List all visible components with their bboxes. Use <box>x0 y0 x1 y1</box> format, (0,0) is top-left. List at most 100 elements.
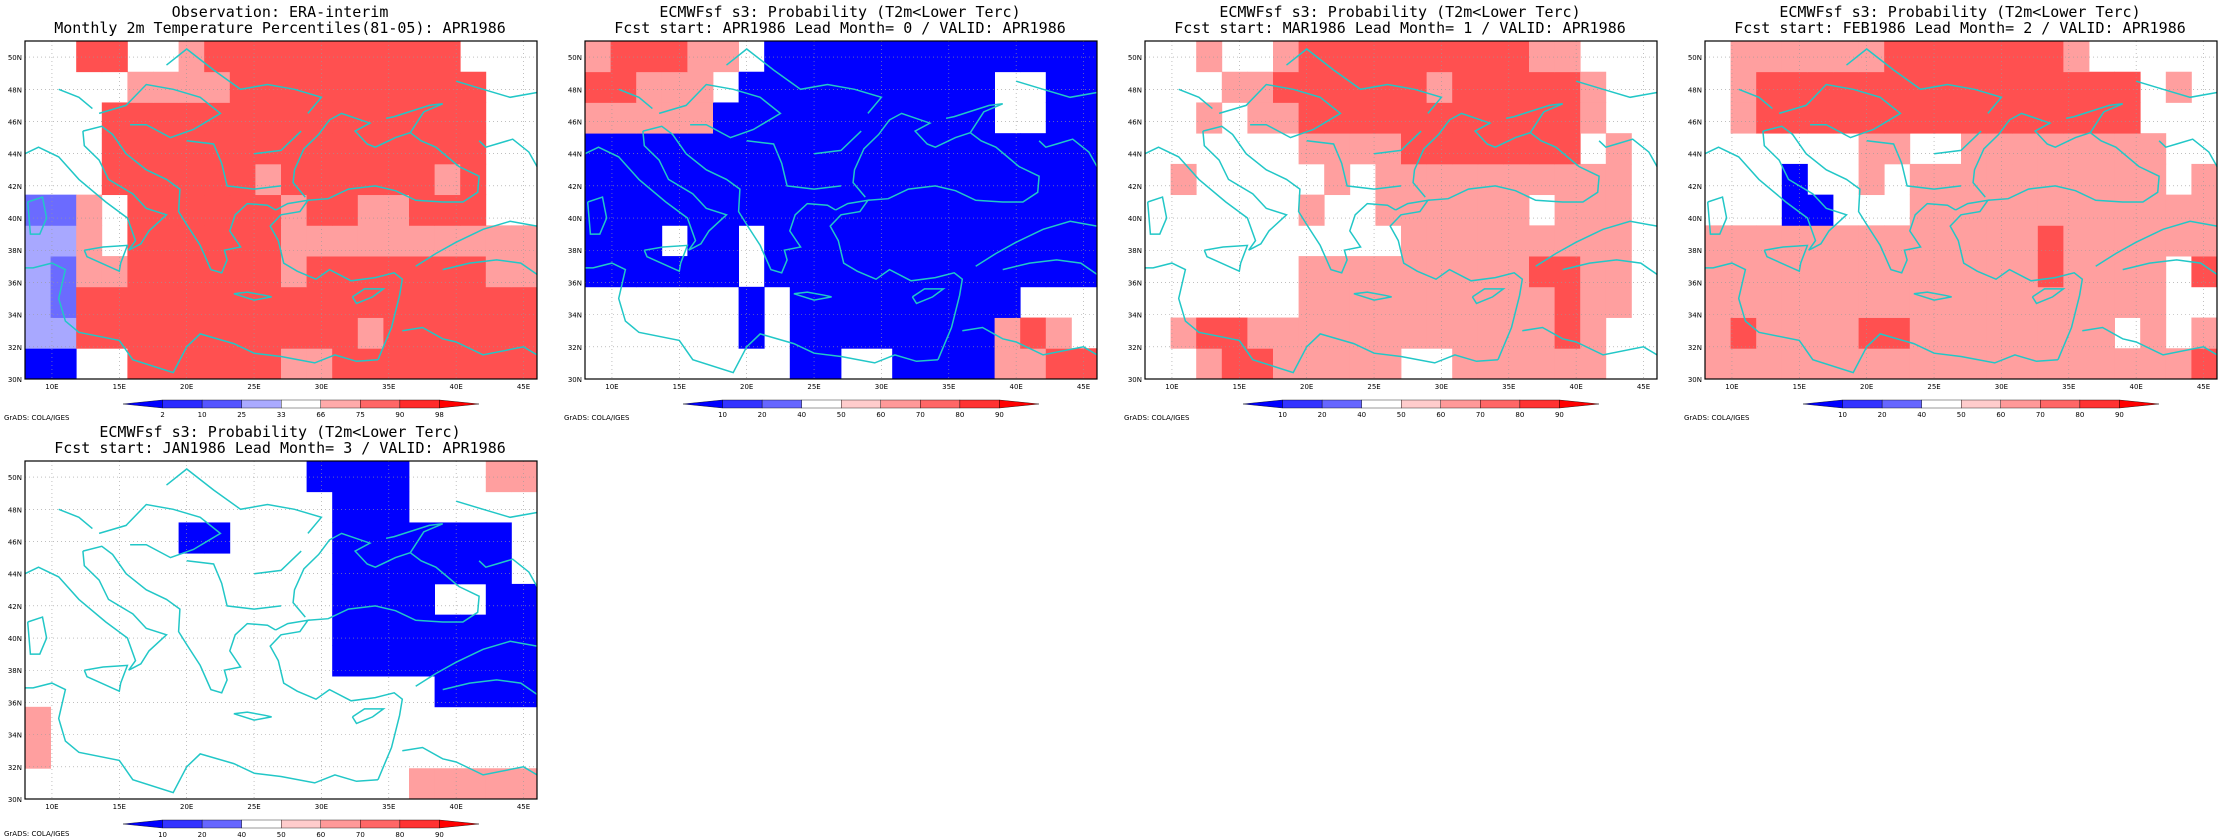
colorbar-label: 50 <box>837 411 846 419</box>
grid-cell <box>610 41 637 73</box>
colorbar-cell <box>320 399 361 409</box>
grid-cell <box>127 317 154 349</box>
grid-cell <box>1426 102 1453 134</box>
grid-cell <box>409 71 435 103</box>
grid-cell <box>1935 102 1962 134</box>
grid-cell <box>255 225 282 257</box>
colorbar-cell <box>999 399 1040 409</box>
grid-cell <box>1807 41 1834 73</box>
colorbar-cell <box>1559 399 1600 409</box>
grid-cell <box>357 41 384 73</box>
grid-cell <box>815 348 842 380</box>
grid-cell <box>1045 163 1072 196</box>
grid-cells <box>585 41 1098 380</box>
grid-cell <box>255 348 282 380</box>
grid-cell <box>460 286 487 318</box>
grid-cell <box>2063 133 2090 165</box>
grid-cells <box>1170 41 1632 380</box>
grid-cell <box>636 163 663 196</box>
grid-cell <box>1071 102 1098 134</box>
grid-cell <box>2063 286 2090 318</box>
grid-cell <box>1986 225 2013 257</box>
grid-cell <box>101 102 128 134</box>
grid-cell <box>1503 133 1530 165</box>
grid-cells <box>1705 41 2218 380</box>
grid-cell <box>815 286 842 318</box>
grid-cell <box>383 317 410 349</box>
grid-cell <box>994 163 1021 196</box>
grid-cell <box>1298 133 1325 165</box>
grid-cell <box>1503 225 1530 257</box>
lon-label: 35E <box>382 383 395 391</box>
grid-cell <box>204 225 231 257</box>
grid-cell <box>281 194 307 226</box>
grid-cell <box>1884 71 1911 103</box>
grid-cell <box>1961 286 1987 318</box>
coastline <box>442 259 538 276</box>
grid-cell <box>713 41 739 73</box>
grid-cell <box>1756 286 1783 318</box>
grid-cell <box>460 348 487 380</box>
grid-cell <box>204 133 231 165</box>
coastline <box>658 83 782 139</box>
grid-cell <box>1529 133 1555 165</box>
lat-label: 38N <box>568 247 582 255</box>
grid-cell <box>1961 256 1987 288</box>
grid-cell <box>332 286 359 318</box>
grid-cell <box>1529 163 1555 196</box>
grid-cell <box>2012 317 2039 349</box>
grid-cell <box>229 163 256 196</box>
grid-cell <box>866 317 893 349</box>
grid-cell <box>178 225 205 257</box>
grid-cell <box>1605 194 1632 226</box>
coastline <box>233 711 272 721</box>
grid-cell <box>1426 286 1453 318</box>
grid-cell <box>1273 348 1299 380</box>
grid-cell <box>511 583 538 616</box>
grid-cell <box>1045 102 1072 134</box>
grid-cell <box>1426 41 1453 73</box>
grid-cell <box>1452 256 1479 288</box>
grid-cell <box>101 163 128 196</box>
grid-cell <box>511 317 538 349</box>
lon-label: 20E <box>180 383 193 391</box>
coastline <box>1306 140 1402 190</box>
lon-label: 10E <box>45 383 58 391</box>
grid-cell <box>1298 102 1325 134</box>
grid-cell <box>2089 71 2115 103</box>
grid-cell <box>1170 163 1197 196</box>
grid-cell <box>25 225 51 257</box>
colorbar-cell <box>1921 399 1962 409</box>
grid-cell <box>357 348 384 380</box>
grid-cell <box>1221 348 1248 380</box>
grid-cell <box>229 194 256 226</box>
coastline <box>24 131 168 251</box>
grid-cell <box>204 71 231 103</box>
grid-cell <box>127 133 154 165</box>
colorbar-cell <box>1321 399 1362 409</box>
grid-cell <box>127 102 154 134</box>
grid-cell <box>1349 256 1376 288</box>
grid-cell <box>1045 133 1072 165</box>
grid-cell <box>892 256 919 288</box>
lat-label: 34N <box>8 312 22 320</box>
colorbar-label: 80 <box>955 411 964 419</box>
grid-cell <box>1730 317 1757 349</box>
grid-cell <box>1324 133 1351 165</box>
grid-cell <box>434 256 461 288</box>
colorbar-cell <box>2119 399 2160 409</box>
grid-cell <box>255 286 282 318</box>
grid-cell <box>789 348 816 380</box>
grid-cell <box>687 133 714 165</box>
coastline <box>1286 48 1443 114</box>
panel-title-line1: ECMWFsf s3: Probability (T2m<Lower Terc) <box>659 3 1021 21</box>
grid-cell <box>917 256 944 288</box>
grid-cell <box>255 133 282 165</box>
coastline <box>351 288 386 305</box>
grid-cell <box>409 553 435 585</box>
grid-cell <box>50 256 77 288</box>
grid-cell <box>764 71 791 103</box>
lat-label: 36N <box>1128 279 1142 287</box>
grid-cell <box>357 163 384 196</box>
grid-cell <box>1986 317 2013 349</box>
